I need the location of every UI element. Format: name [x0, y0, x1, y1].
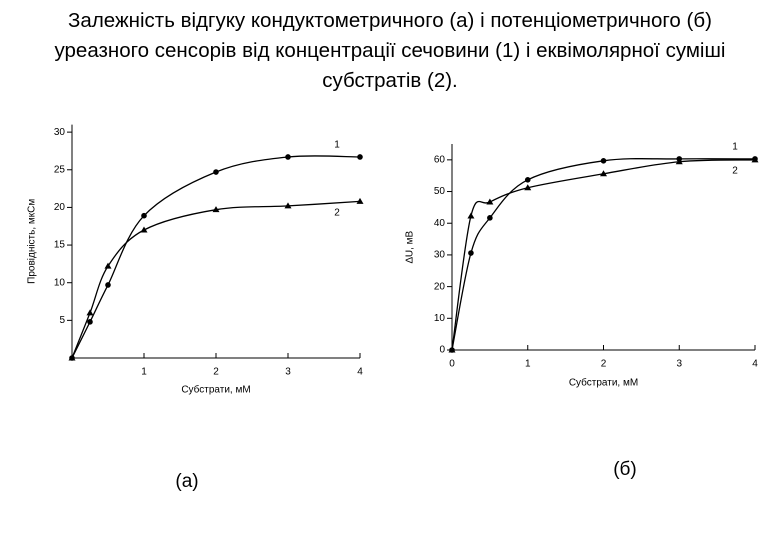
data-point — [467, 212, 475, 219]
x-tick-label: 1 — [525, 359, 531, 370]
y-tick-label: 30 — [54, 127, 66, 138]
fit-curve — [71, 155, 361, 359]
chart-caption: (б) — [613, 459, 637, 480]
data-point — [751, 156, 759, 163]
data-point — [486, 198, 494, 205]
y-tick-label: 20 — [434, 281, 446, 292]
y-tick-label: 10 — [54, 277, 66, 288]
data-point — [213, 169, 219, 175]
x-axis-label: Субстрати, мМ — [181, 384, 250, 396]
x-axis-label: Субстрати, мМ — [569, 377, 638, 389]
y-tick-label: 60 — [434, 154, 446, 165]
y-tick-label: 25 — [54, 164, 66, 175]
data-point — [487, 215, 493, 221]
data-point — [105, 282, 111, 288]
data-point — [212, 206, 220, 213]
x-tick-label: 3 — [676, 359, 682, 370]
data-point — [356, 197, 364, 204]
data-point — [448, 346, 456, 353]
fit-curve — [451, 158, 756, 351]
y-tick-label: 5 — [59, 315, 65, 326]
fit-curve — [71, 200, 361, 359]
fit-curve — [451, 159, 756, 351]
data-point — [600, 170, 607, 177]
series-label: 1 — [334, 140, 340, 151]
data-point — [86, 309, 94, 316]
data-point — [284, 202, 292, 209]
data-point — [68, 354, 76, 361]
data-point — [468, 250, 474, 256]
data-point — [600, 157, 607, 164]
x-tick-label: 1 — [141, 367, 147, 378]
data-point — [285, 154, 291, 160]
y-tick-label: 40 — [434, 218, 446, 229]
y-tick-label: 15 — [54, 240, 66, 251]
y-tick-label: 30 — [434, 250, 446, 261]
x-tick-label: 2 — [213, 367, 219, 378]
series-label: 2 — [732, 166, 738, 177]
y-tick-label: 10 — [434, 313, 446, 324]
slide-title: Залежність відгуку кондуктометричного (а… — [54, 9, 726, 92]
chart-caption: (а) — [175, 471, 198, 492]
y-tick-label: 20 — [54, 202, 66, 213]
data-point — [524, 177, 531, 183]
y-tick-label: 0 — [439, 345, 445, 356]
data-point — [357, 154, 363, 160]
series-label: 1 — [732, 142, 738, 153]
x-tick-label: 4 — [752, 359, 758, 370]
data-point — [140, 226, 148, 233]
y-tick-label: 50 — [434, 186, 446, 197]
data-point — [87, 319, 93, 325]
x-tick-label: 0 — [449, 359, 455, 370]
x-tick-label: 4 — [357, 367, 363, 378]
data-point — [524, 184, 532, 191]
series-label: 2 — [334, 208, 340, 219]
data-point — [104, 262, 112, 269]
y-axis-label: Провідність, мкСм — [27, 199, 38, 284]
y-axis-label: ∆U, мВ — [405, 230, 416, 263]
x-tick-label: 2 — [601, 359, 607, 370]
data-point — [141, 212, 147, 219]
x-tick-label: 3 — [285, 367, 291, 378]
data-point — [675, 158, 683, 165]
